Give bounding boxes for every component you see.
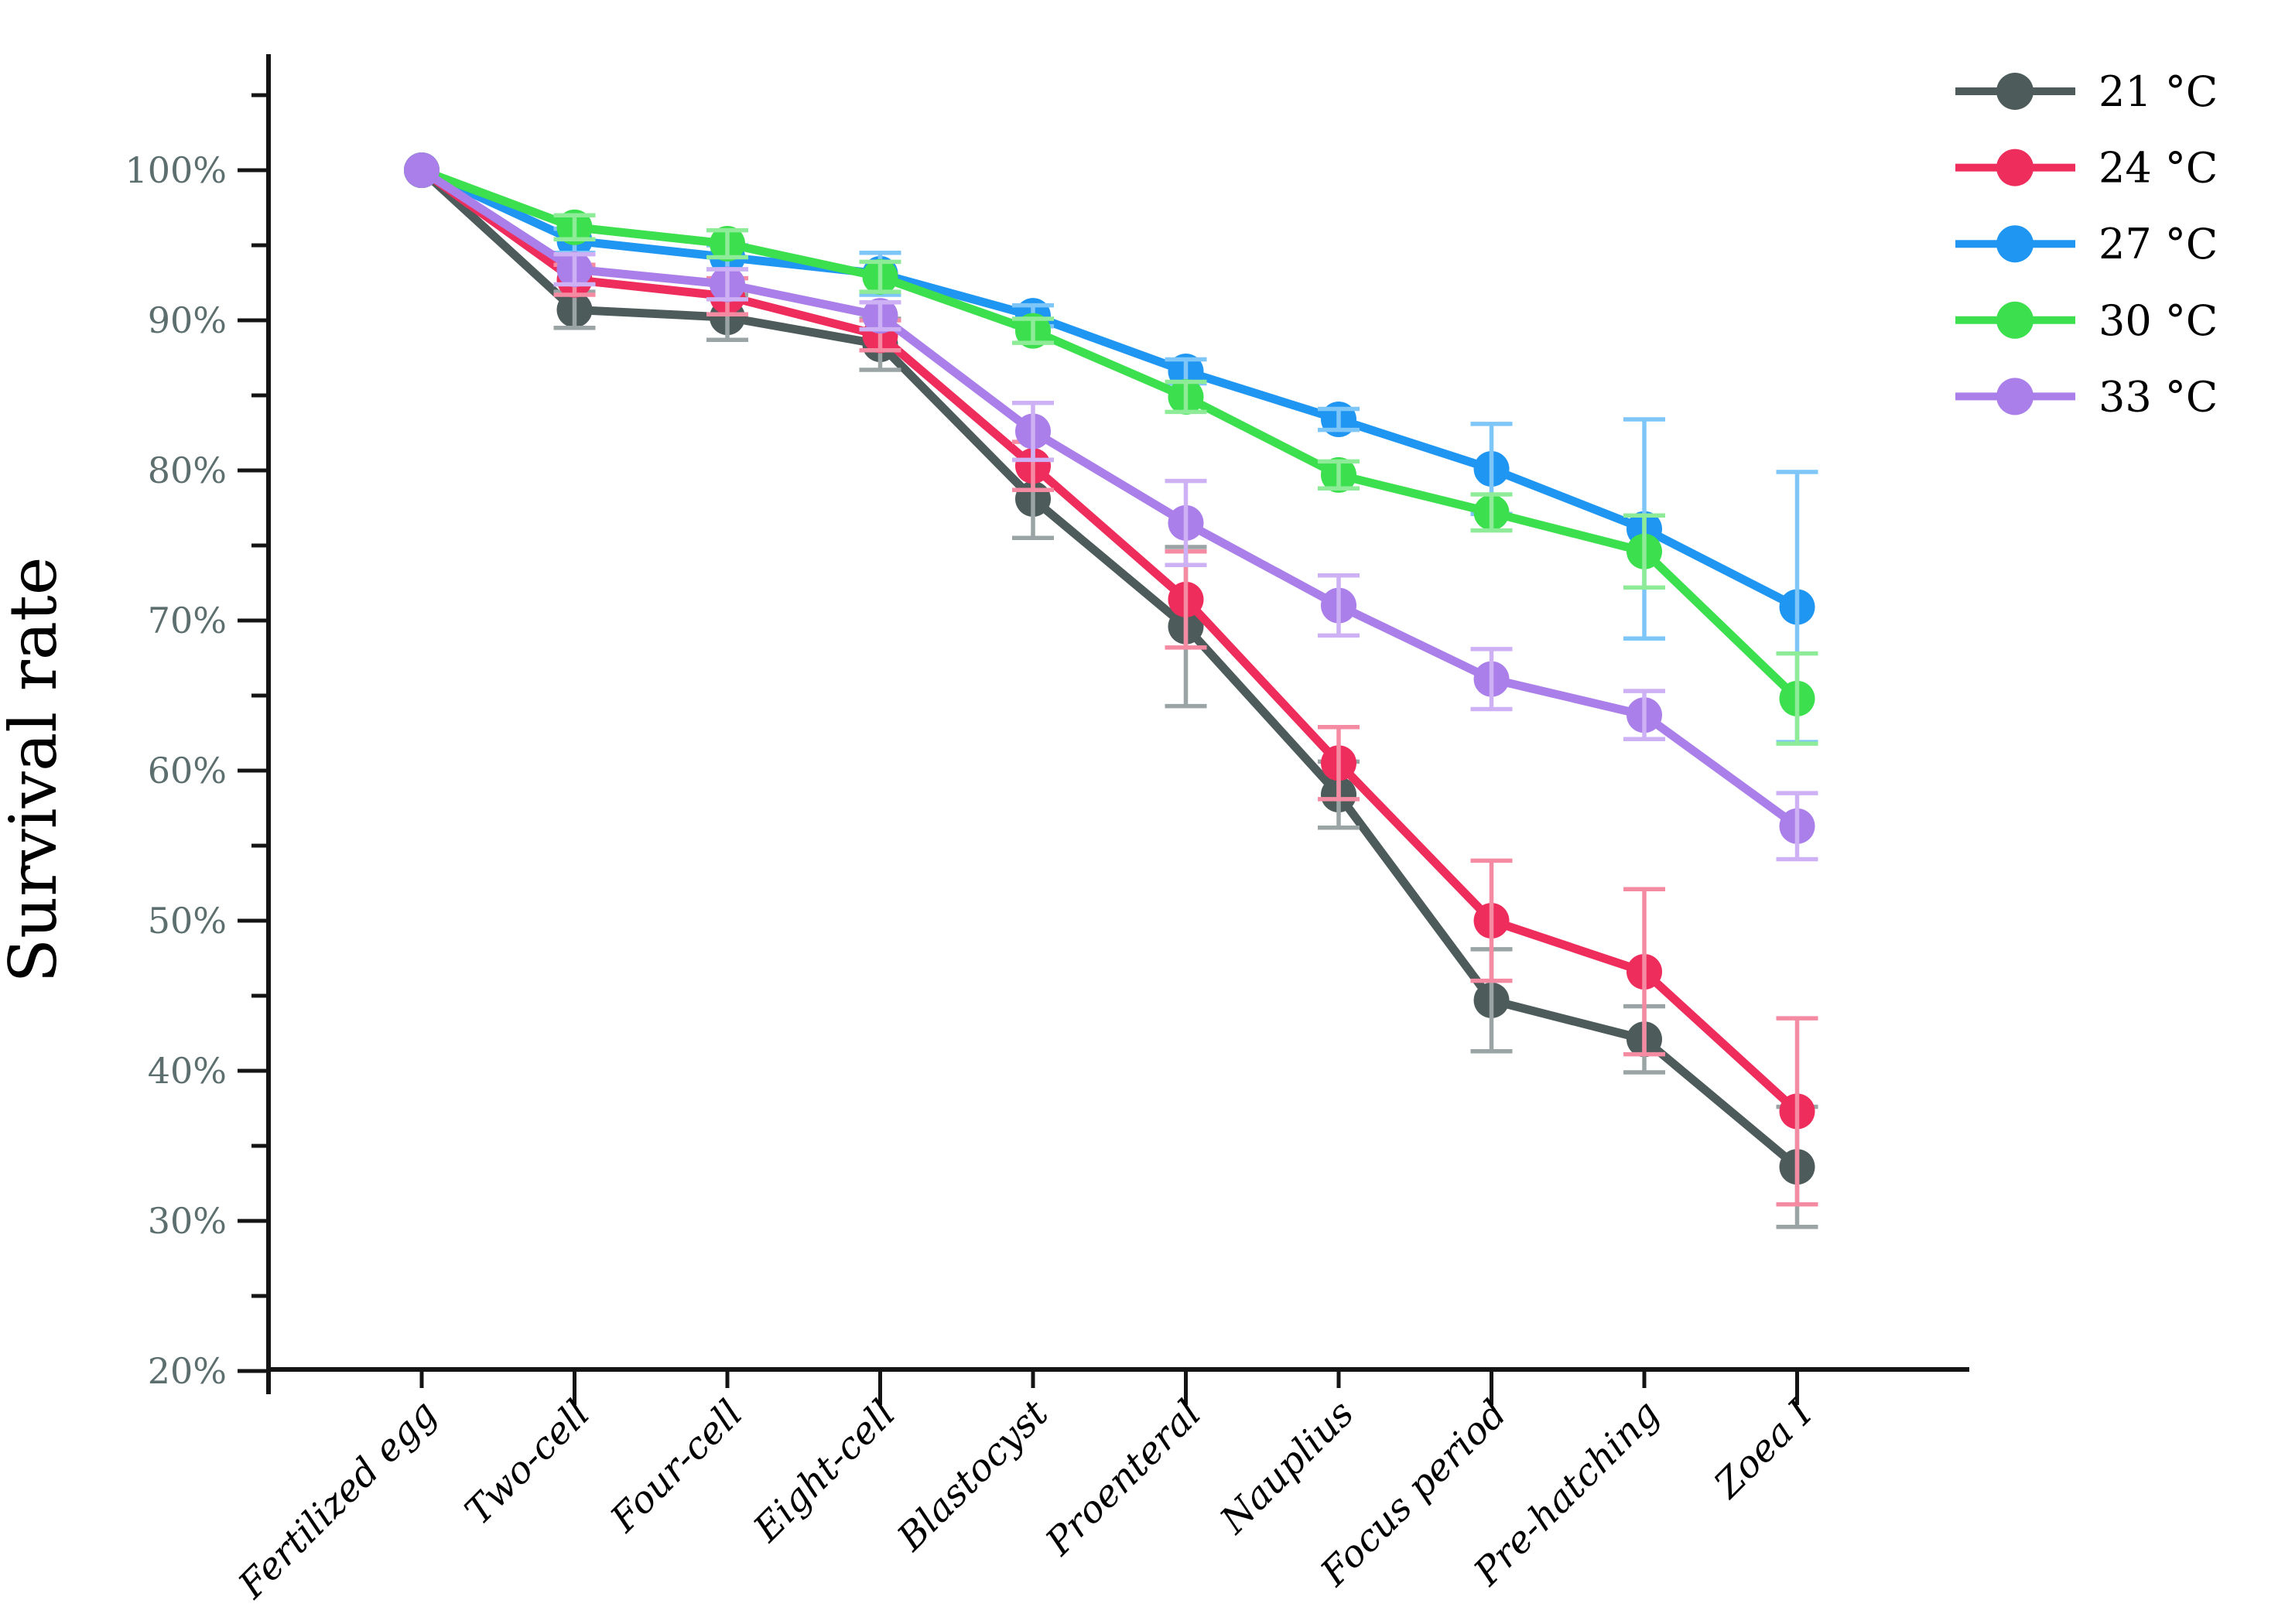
legend-label: 27 °C (2099, 220, 2218, 268)
legend-item: 30 °C (1955, 296, 2218, 345)
x-tick-label: Blastocyst (888, 1391, 1057, 1560)
y-tick-label: 70% (148, 600, 227, 641)
y-tick-label: 60% (148, 750, 227, 791)
legend-marker (1996, 378, 2034, 415)
x-tick-label: Zoea I (1705, 1391, 1821, 1507)
series-33°C (404, 152, 1818, 862)
legend-marker (1996, 225, 2034, 263)
y-tick-label: 40% (148, 1050, 227, 1092)
legend-marker (1996, 301, 2034, 339)
y-tick-label: 100% (125, 149, 227, 191)
legend-label: 30 °C (2099, 296, 2218, 345)
series-24°C (404, 152, 1818, 1207)
series-line (417, 166, 1801, 703)
y-tick-label: 80% (148, 450, 227, 491)
series-line (417, 166, 1801, 1116)
series-line (417, 166, 1801, 612)
x-tick-label: Fertilized egg (230, 1392, 446, 1608)
legend-label: 33 °C (2099, 372, 2218, 421)
legend-marker (1996, 149, 2034, 186)
x-tick-label: Nauplius (1212, 1392, 1363, 1543)
x-tick-label: Eight-cell (745, 1392, 904, 1550)
legend-marker (1996, 73, 2034, 110)
x-tick-label: Proenteral (1037, 1392, 1209, 1564)
legend-item: 27 °C (1955, 220, 2218, 268)
x-tick-label: Four-cell (602, 1392, 751, 1541)
x-tick-label: Two-cell (457, 1392, 598, 1533)
series-line (417, 166, 1801, 1171)
y-tick-label: 20% (148, 1350, 227, 1392)
series-27°C (404, 152, 1818, 744)
data-point-marker (404, 152, 440, 188)
legend-item: 33 °C (1955, 372, 2218, 421)
legend-label: 24 °C (2099, 144, 2218, 193)
legend-item: 21 °C (1955, 67, 2218, 116)
y-axis-title: Survival rate (0, 557, 71, 983)
legend: 21 °C 24 °C 27 °C 30 °C 33 °C (1955, 67, 2218, 421)
series-21°C (404, 152, 1818, 1229)
legend-item: 24 °C (1955, 144, 2218, 193)
y-tick-label: 30% (148, 1200, 227, 1242)
legend-label: 21 °C (2099, 67, 2218, 116)
y-tick-label: 50% (148, 900, 227, 942)
y-tick-label: 90% (148, 299, 227, 341)
series-line (417, 166, 1801, 831)
